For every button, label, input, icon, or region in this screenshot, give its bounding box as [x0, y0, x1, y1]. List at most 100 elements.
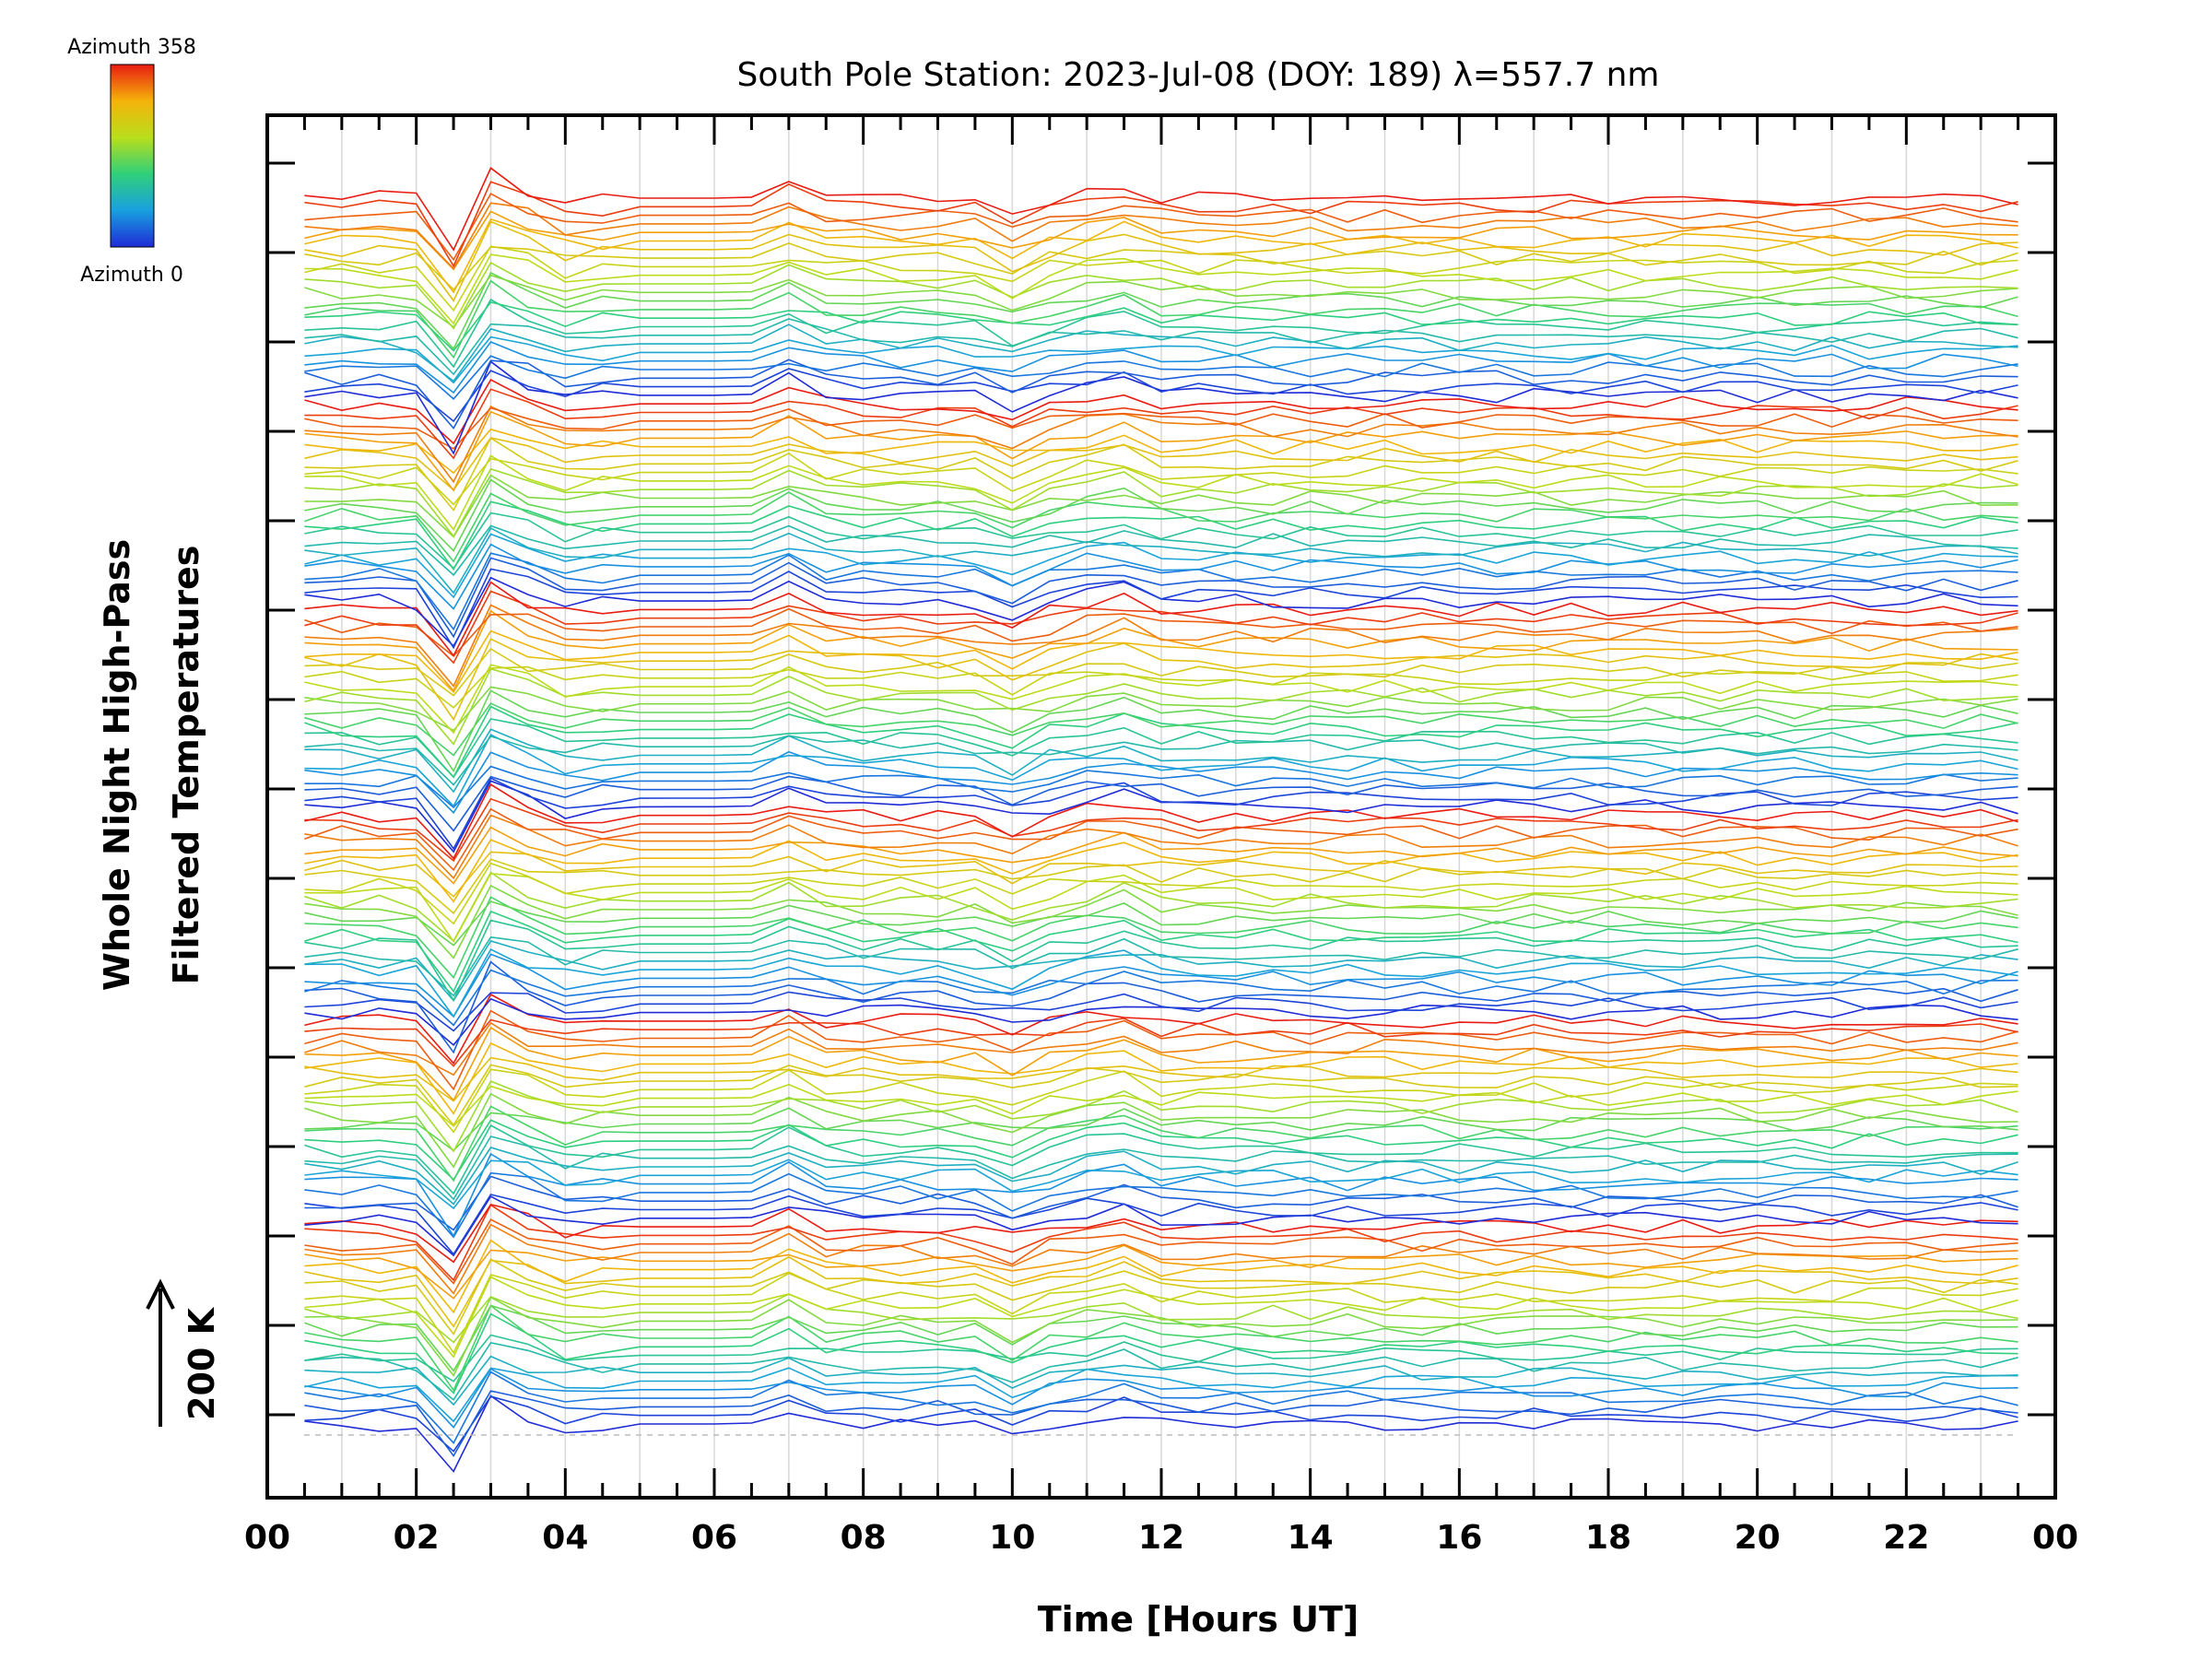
- trace-line: [304, 647, 2018, 697]
- trace-line: [304, 1395, 2018, 1453]
- trace-line: [304, 1296, 2018, 1378]
- y-axis-title-line2: Filtered Temperatures: [166, 546, 206, 985]
- temperature-traces: [304, 167, 2018, 1473]
- trace-line: [304, 839, 2018, 903]
- chart-title: South Pole Station: 2023-Jul-08 (DOY: 18…: [737, 56, 1660, 94]
- trace-line: [304, 1394, 2018, 1473]
- trace-line: [304, 997, 2018, 1046]
- trace-line: [304, 301, 2018, 352]
- trace-line: [304, 851, 2018, 898]
- trace-line: [304, 900, 2018, 947]
- x-tick-label: 00: [2032, 1519, 2078, 1557]
- trace-line: [304, 940, 2018, 1002]
- trace-line: [304, 428, 2018, 475]
- trace-line: [304, 1135, 2018, 1201]
- scale-label: 200 K: [182, 1306, 222, 1420]
- trace-line: [304, 638, 2018, 722]
- scale-arrow-head: [146, 1278, 175, 1310]
- trace-line: [304, 1334, 2018, 1382]
- trace-line: [304, 969, 2018, 1027]
- trace-line: [304, 783, 2018, 860]
- trace-line: [304, 1056, 2018, 1102]
- trace-line: [304, 318, 2018, 376]
- trace-line: [304, 1009, 2018, 1091]
- trace-line: [304, 341, 2018, 394]
- trace-line: [304, 1223, 2018, 1295]
- trace-line: [304, 527, 2018, 594]
- trace-line: [304, 1159, 2018, 1210]
- trace-line: [304, 607, 2018, 657]
- trace-line: [304, 953, 2018, 1018]
- trace-line: [304, 452, 2018, 506]
- trace-line: [304, 604, 2018, 688]
- colorbar-top-label: Azimuth 358: [67, 36, 196, 59]
- trace-line: [304, 388, 2018, 460]
- trace-line: [304, 735, 2018, 786]
- trace-line: [304, 734, 2018, 807]
- trace-line: [304, 884, 2018, 959]
- trace-line: [304, 910, 2018, 994]
- x-tick-label: 22: [1883, 1519, 1929, 1557]
- trace-line: [304, 335, 2018, 384]
- trace-line: [304, 705, 2018, 779]
- x-tick-label: 14: [1288, 1519, 1334, 1557]
- trace-line: [304, 262, 2018, 330]
- trace-line: [304, 193, 2018, 262]
- trace-line: [304, 359, 2018, 429]
- trace-line: [304, 533, 2018, 599]
- trace-line: [304, 750, 2018, 815]
- trace-line: [304, 218, 2018, 294]
- trace-line: [304, 797, 2018, 863]
- trace-line: [304, 1124, 2018, 1195]
- trace-line: [304, 1293, 2018, 1344]
- trace-line: [304, 1068, 2018, 1134]
- trace-line: [304, 1258, 2018, 1336]
- x-tick-label: 18: [1585, 1519, 1631, 1557]
- trace-line: [304, 1272, 2018, 1355]
- trace-line: [304, 1244, 2018, 1300]
- trace-line: [304, 568, 2018, 650]
- trace-line: [304, 664, 2018, 735]
- trace-line: [304, 826, 2018, 885]
- trace-line: [304, 1371, 2018, 1444]
- trace-line: [304, 500, 2018, 571]
- trace-line: [304, 1018, 2018, 1067]
- trace-line: [304, 360, 2018, 455]
- trace-line: [304, 557, 2018, 639]
- trace-line: [304, 1204, 2018, 1282]
- trace-line: [304, 368, 2018, 423]
- trace-line: [304, 765, 2018, 809]
- trace-line: [304, 1041, 2018, 1115]
- trace-line: [304, 1304, 2018, 1372]
- trace-line: [304, 279, 2018, 359]
- trace-line: [304, 253, 2018, 325]
- trace-line: [304, 437, 2018, 491]
- trace-line: [304, 1368, 2018, 1430]
- trace-line: [304, 960, 2018, 1054]
- trace-line: [304, 405, 2018, 484]
- x-tick-label: 02: [394, 1519, 440, 1557]
- trace-line: [304, 814, 2018, 880]
- colorbar-gradient: [110, 64, 155, 248]
- trace-line: [304, 1390, 2018, 1458]
- colorbar-bottom-label: Azimuth 0: [80, 264, 183, 287]
- trace-line: [304, 1195, 2018, 1257]
- trace-line: [304, 167, 2018, 252]
- trace-line: [304, 220, 2018, 302]
- trace-line: [304, 478, 2018, 552]
- trace-line: [304, 702, 2018, 757]
- trace-line: [304, 1171, 2018, 1239]
- trace-line: [304, 1147, 2018, 1206]
- colorbar: Azimuth 358 Azimuth 0: [67, 36, 196, 287]
- trace-line: [304, 993, 2018, 1065]
- trace-line: [304, 1119, 2018, 1182]
- trace-line: [304, 689, 2018, 773]
- x-tick-label: 20: [1735, 1519, 1781, 1557]
- trace-line: [304, 718, 2018, 779]
- x-tick-label: 00: [244, 1519, 290, 1557]
- trace-line: [304, 667, 2018, 746]
- trace-line: [304, 686, 2018, 732]
- trace-line: [304, 1342, 2018, 1401]
- trace-line: [304, 1092, 2018, 1169]
